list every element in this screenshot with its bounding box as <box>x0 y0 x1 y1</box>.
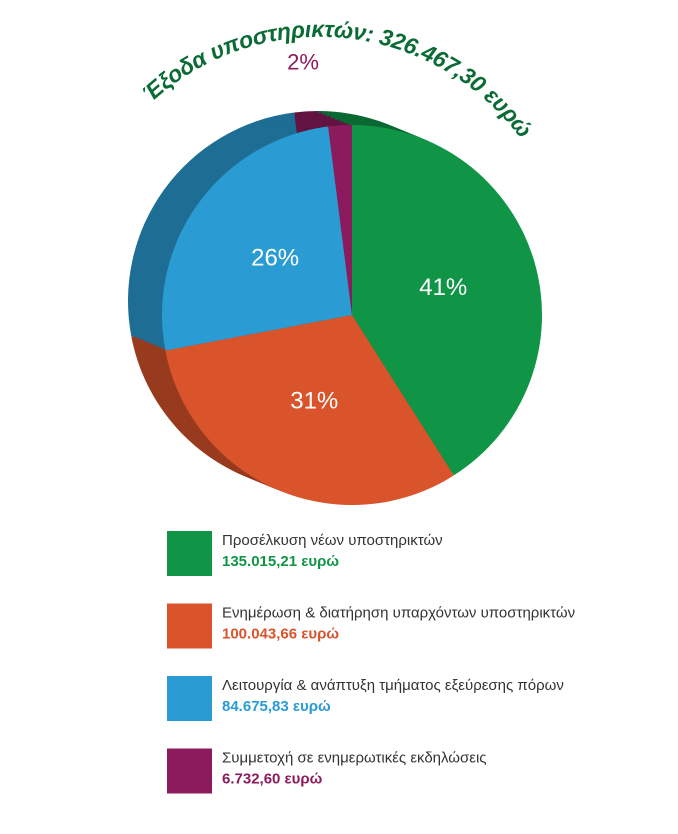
value-label: 41% <box>419 274 467 301</box>
legend-swatch <box>167 676 212 721</box>
slice <box>161 126 352 351</box>
legend-label: Προσέλκυση νέων υποστηρικτών <box>222 532 443 549</box>
slice <box>328 125 352 315</box>
value-label: 26% <box>251 245 299 272</box>
legend-amount: 135.015,21 ευρώ <box>222 553 339 570</box>
legend-label: Ενημέρωση & διατήρηση υπαρχόντων υποστηρ… <box>222 604 575 621</box>
slice <box>165 315 454 505</box>
legend-swatch <box>167 531 212 576</box>
legend-swatch <box>167 603 212 649</box>
legend-label: Συμμετοχή σε ενημερωτικές εκδηλώσεις <box>222 749 487 766</box>
legend: Προσέλκυση νέων υποστηρικτών 135.015,21 ε… <box>167 531 575 794</box>
legend-label: Λειτουργία & ανάπτυξη τμήματος εξεύρεσης… <box>222 677 564 694</box>
pie: 41% 31% 26% 2% <box>161 49 542 505</box>
value-label: 31% <box>290 388 338 415</box>
legend-swatch <box>167 748 212 794</box>
legend-amount: 6.732,60 ευρώ <box>222 770 323 787</box>
slice <box>352 125 542 476</box>
value-label: 2% <box>287 49 319 74</box>
legend-amount: 84.675,83 ευρώ <box>222 698 331 715</box>
legend-amount: 100.043,66 ευρώ <box>222 625 339 642</box>
